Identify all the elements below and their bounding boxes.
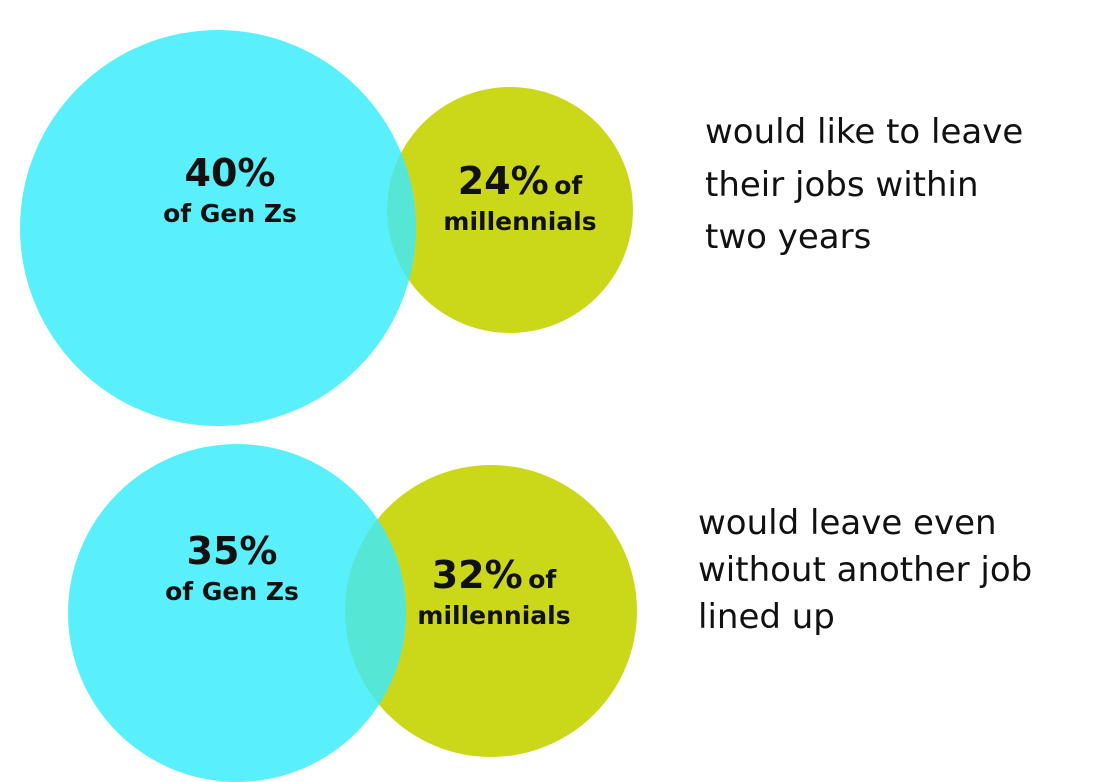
caption-line: two years	[705, 217, 872, 258]
millennials-stat: 24% of millennials	[410, 158, 630, 237]
caption: would like to leave their jobs within tw…	[705, 106, 1023, 264]
caption: would leave even without another job lin…	[698, 500, 1032, 641]
caption-line: would like to leave	[705, 112, 1024, 152]
caption-line: lined up	[698, 596, 835, 637]
millennials-circle	[387, 87, 633, 333]
millennials-label: millennials	[417, 600, 571, 630]
millennials-percent: 32%	[431, 553, 523, 597]
genz-label: of Gen Zs	[165, 576, 299, 606]
caption-line: would leave even	[698, 503, 997, 543]
caption-line: their jobs within	[705, 164, 979, 205]
millennials-of: of	[528, 565, 557, 594]
genz-percent: 35%	[186, 529, 278, 573]
millennials-label: millennials	[443, 206, 597, 236]
genz-stat: 40% of Gen Zs	[130, 150, 330, 229]
venn-group-1: 40% of Gen Zs 24% of millennials would l…	[20, 30, 1023, 426]
overlap-region	[68, 444, 406, 782]
genz-circle	[20, 30, 416, 426]
genz-label: of Gen Zs	[163, 198, 297, 228]
millennials-stat: 32% of millennials	[384, 552, 604, 631]
genz-stat: 35% of Gen Zs	[132, 528, 332, 607]
genz-percent: 40%	[184, 151, 276, 195]
millennials-of: of	[554, 171, 583, 200]
caption-line: without another job	[698, 549, 1033, 590]
millennials-percent: 24%	[457, 159, 549, 203]
